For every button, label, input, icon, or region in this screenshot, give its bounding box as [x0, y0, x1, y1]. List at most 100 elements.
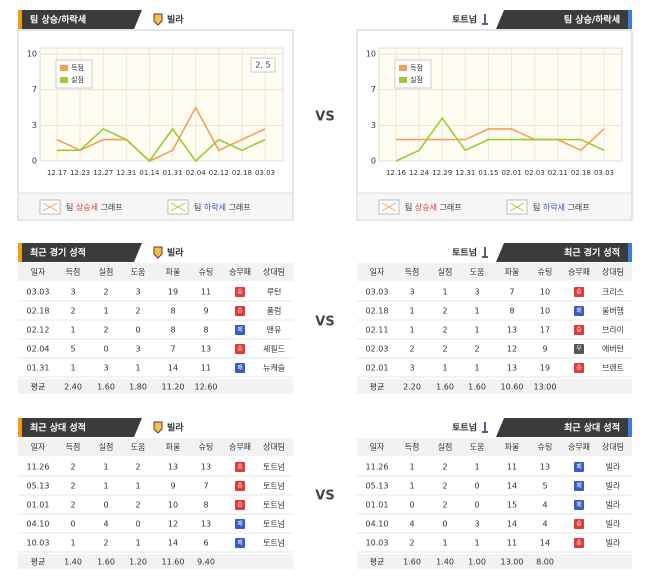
cell: 1 [409, 307, 414, 316]
cell: 01.31 [27, 364, 50, 373]
x-tick-label: 02.04 [186, 169, 207, 177]
column-header: 슈팅 [538, 267, 553, 277]
cell: 8 [509, 307, 514, 316]
cell: 풀럼 [267, 307, 282, 316]
header-bar [18, 10, 142, 29]
cell: 02.01 [366, 364, 389, 373]
cell: 2 [70, 463, 75, 472]
result: 패 [237, 326, 243, 334]
cell: 토트넘 [263, 538, 285, 548]
cell: 1 [70, 326, 75, 335]
cell: 13 [507, 326, 517, 335]
average-cell: 1.60 [436, 383, 454, 392]
average-cell: 1.40 [64, 558, 82, 567]
cell: 셰필드 [263, 344, 285, 354]
column-header: 파울 [166, 268, 181, 277]
footer-prefix: 팀 [405, 202, 412, 212]
cell: 03.03 [366, 288, 389, 297]
team-badge [153, 13, 163, 26]
average-cell: 1.60 [97, 558, 115, 567]
result: 패 [576, 307, 582, 315]
y-tick-label: 10 [366, 50, 376, 59]
y-tick-label: 3 [32, 121, 37, 130]
legend-label: 실점 [410, 75, 423, 84]
cell: 0 [135, 326, 140, 335]
column-header: 실점 [99, 442, 114, 452]
cell: 05.13 [366, 482, 389, 491]
header-accent [628, 418, 632, 437]
column-header: 도움 [131, 443, 146, 452]
cell: 3 [70, 288, 75, 297]
average-cell: 8.00 [536, 558, 554, 567]
cell: 4 [542, 520, 547, 529]
result: 패 [237, 539, 243, 547]
cell: 3 [474, 288, 479, 297]
y-tick-label: 0 [32, 157, 37, 166]
cell: 빌라 [606, 500, 621, 510]
cell: 13 [201, 345, 211, 354]
result: 승 [237, 308, 243, 315]
cell: 5 [70, 345, 75, 354]
average-row [357, 379, 632, 394]
cell: 12 [168, 520, 178, 529]
x-tick-label: 02.11 [548, 169, 568, 177]
cell: 14 [507, 520, 517, 529]
x-tick-label: 02.12 [209, 169, 229, 177]
average-cell: 9.40 [197, 558, 215, 567]
cell: 빌라 [606, 481, 621, 491]
cell: 0 [70, 520, 75, 529]
cell: 뉴캐슬 [263, 363, 285, 373]
result: 승 [237, 464, 243, 471]
column-header: 도움 [470, 443, 485, 452]
header-bar [496, 10, 632, 29]
cell: 1 [103, 463, 108, 472]
result: 승 [576, 327, 582, 334]
column-header: 일자 [370, 443, 385, 452]
x-tick-label: 02.18 [571, 169, 591, 177]
result: 승 [576, 521, 582, 528]
cell: 2 [70, 501, 75, 510]
column-header: 상대팀 [263, 442, 285, 452]
cell: 크리스 [602, 288, 624, 297]
column-header: 상대팀 [263, 267, 285, 277]
x-tick-label: 01.15 [478, 169, 498, 177]
cell: 11 [201, 364, 211, 373]
cell: 14 [507, 482, 517, 491]
x-tick-label: 01.14 [139, 169, 160, 177]
result-icon [235, 519, 245, 529]
result: 패 [237, 520, 243, 528]
legend-box [55, 59, 93, 89]
header-title: 최근 경기 성적 [564, 247, 620, 259]
footer-suffix: 그래프 [568, 203, 590, 212]
footer-label: 팀 하락세 그래프 [533, 202, 590, 212]
column-header: 승무패 [229, 442, 251, 452]
legend-swatch [60, 77, 68, 83]
x-tick-label: 12.23 [70, 169, 90, 177]
cell: 10.03 [27, 539, 50, 548]
header-accent [18, 10, 22, 29]
result: 승 [237, 483, 243, 490]
column-header: 일자 [370, 268, 385, 277]
cell: 2 [103, 539, 108, 548]
x-tick-label: 02.03 [525, 169, 545, 177]
header-accent [18, 243, 22, 262]
cell: 3 [135, 345, 140, 354]
cell: 10.03 [366, 539, 389, 548]
result: 패 [576, 482, 582, 490]
cell: 15 [507, 501, 517, 510]
header-accent [628, 10, 632, 29]
footer-icon-lines [42, 202, 58, 212]
cell: 7 [203, 482, 208, 491]
cell: 13 [168, 463, 178, 472]
footer-label: 팀 하락세 그래프 [194, 202, 251, 212]
footer-prefix: 팀 [194, 202, 201, 212]
cell: 2 [103, 326, 108, 335]
cell: 4 [409, 520, 414, 529]
cell: 1 [135, 482, 140, 491]
average-row [357, 554, 632, 569]
cell: 0 [409, 501, 414, 510]
cell: 01.01 [27, 501, 50, 510]
column-header: 슈팅 [199, 442, 214, 452]
result: 승 [237, 289, 243, 296]
cell: 0 [474, 482, 479, 491]
